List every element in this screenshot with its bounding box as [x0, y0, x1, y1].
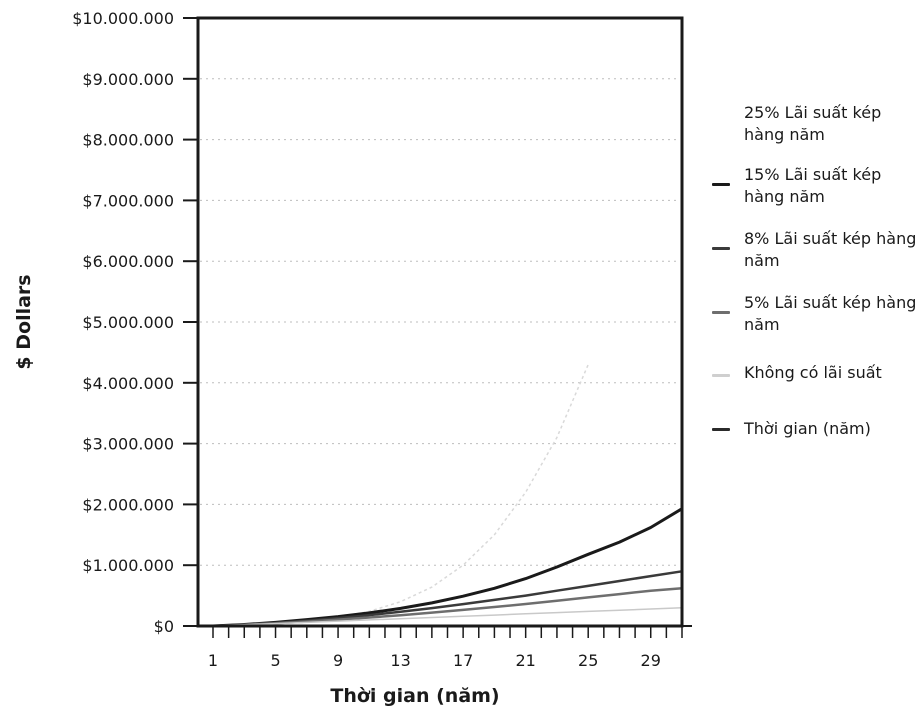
legend-swatch-5 [712, 428, 730, 431]
legend-item-5: Thời gian (năm) [706, 418, 920, 440]
legend-swatch-1 [712, 183, 730, 186]
y-tick-label-2: $2.000.000 [82, 495, 174, 514]
series-line-4 [212, 607, 683, 627]
series-lines [212, 364, 683, 628]
y-axis-title: $ Dollars [13, 274, 35, 369]
y-tick-label-5: $5.000.000 [82, 313, 174, 332]
y-tick-label-4: $4.000.000 [82, 374, 174, 393]
x-tick-labels: 1 5 9 13 17 21 25 29 [208, 651, 661, 670]
x-tick-label-3: 13 [390, 651, 410, 670]
grid-lines [200, 78, 680, 566]
legend-swatch-3 [712, 311, 730, 314]
x-tick-label-6: 25 [578, 651, 598, 670]
legend-label-1: 15% Lãi suất kép hàng năm [744, 165, 882, 206]
series-line-1 [212, 507, 683, 628]
y-tick-label-0: $0 [154, 617, 174, 636]
legend-item-4: Không có lãi suất [706, 362, 920, 384]
x-tick-label-4: 17 [453, 651, 473, 670]
series-line-0 [212, 364, 589, 627]
x-tick-label-1: 5 [270, 651, 280, 670]
legend-swatch-0 [712, 121, 730, 124]
y-tick-label-10: $10.000.000 [72, 9, 174, 28]
x-axis-title: Thời gian (năm) [330, 685, 499, 707]
y-tick-label-6: $6.000.000 [82, 252, 174, 271]
y-tick-labels: $0 $1.000.000 $2.000.000 $3.000.000 $4.000.0… [72, 9, 174, 636]
legend-item-3: 5% Lãi suất kép hàng năm [706, 292, 920, 336]
legend-swatch-2 [712, 247, 730, 250]
legend-label-5: Thời gian (năm) [744, 419, 871, 438]
legend-label-3: 5% Lãi suất kép hàng năm [744, 293, 917, 334]
legend-item-1: 15% Lãi suất kép hàng năm [706, 164, 920, 208]
y-tick-label-7: $7.000.000 [82, 191, 174, 210]
x-tick-label-7: 29 [641, 651, 661, 670]
legend-item-0: 25% Lãi suất kép hàng năm [706, 102, 920, 146]
legend-label-4: Không có lãi suất [744, 363, 882, 382]
x-tick-label-0: 1 [208, 651, 218, 670]
chart-legend: 25% Lãi suất kép hàng năm 15% Lãi suất ké… [706, 102, 920, 440]
legend-item-2: 8% Lãi suất kép hàng năm [706, 228, 920, 272]
y-tick-label-1: $1.000.000 [82, 556, 174, 575]
legend-label-0: 25% Lãi suất kép hàng năm [744, 103, 882, 144]
x-tick-label-2: 9 [333, 651, 343, 670]
y-tick-label-3: $3.000.000 [82, 435, 174, 454]
legend-label-2: 8% Lãi suất kép hàng năm [744, 229, 917, 270]
axis-ticks [183, 17, 683, 638]
y-tick-label-9: $9.000.000 [82, 70, 174, 89]
legend-swatch-4 [712, 374, 730, 377]
x-tick-label-5: 21 [515, 651, 535, 670]
y-tick-label-8: $8.000.000 [82, 131, 174, 150]
